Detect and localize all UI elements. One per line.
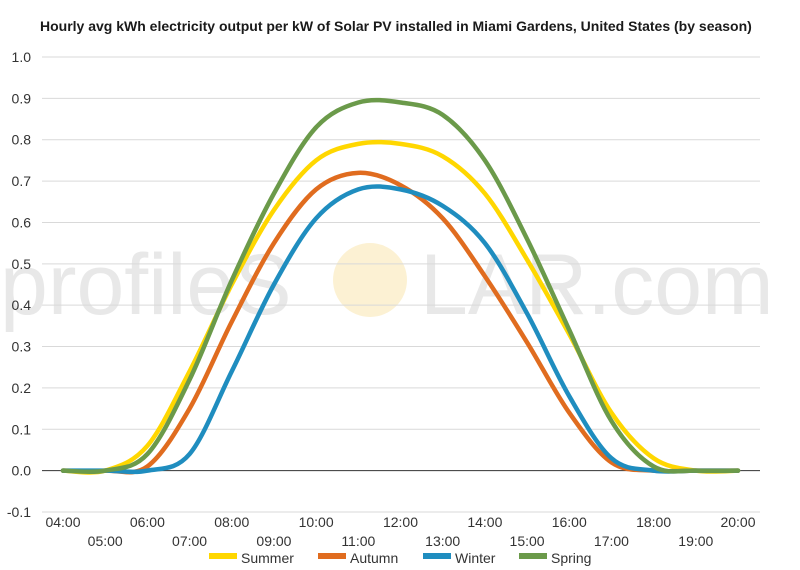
y-tick-label: 0.6 <box>12 214 32 230</box>
x-tick-label: 07:00 <box>172 533 207 549</box>
y-tick-label: 0.5 <box>12 256 32 272</box>
x-tick-label: 18:00 <box>636 514 671 530</box>
legend-swatch-summer <box>209 553 237 559</box>
x-tick-label: 19:00 <box>678 533 713 549</box>
series-line-autumn <box>60 170 741 475</box>
x-axis-tick-labels: 04:00 05:00 06:00 07:00 08:00 09:00 10:00 11:00… <box>45 514 755 549</box>
legend: Summer Autumn Winter Spring <box>209 550 591 566</box>
x-tick-label: 14:00 <box>467 514 502 530</box>
y-tick-label: 0.3 <box>12 339 32 355</box>
legend-label-autumn: Autumn <box>350 550 398 566</box>
y-tick-label: 0.8 <box>12 132 32 148</box>
legend-label-spring: Spring <box>551 550 591 566</box>
x-tick-label: 05:00 <box>88 533 123 549</box>
y-tick-label: 0.4 <box>12 297 32 313</box>
x-tick-label: 16:00 <box>552 514 587 530</box>
y-tick-label: -0.1 <box>7 504 31 520</box>
series-line-summer <box>60 139 741 475</box>
x-tick-label: 11:00 <box>341 533 375 549</box>
x-tick-label: 08:00 <box>214 514 249 530</box>
x-tick-label: 04:00 <box>45 514 80 530</box>
y-tick-label: 0.0 <box>12 463 32 479</box>
y-tick-label: 0.1 <box>12 421 32 437</box>
chart-title: Hourly avg kWh electricity output per kW… <box>40 18 752 34</box>
x-tick-label: 17:00 <box>594 533 629 549</box>
y-tick-label: 0.9 <box>12 90 32 106</box>
legend-label-winter: Winter <box>455 550 496 566</box>
series-line-winter <box>60 184 741 475</box>
x-tick-label: 09:00 <box>256 533 291 549</box>
y-axis-tick-labels: -0.1 0.0 0.1 0.2 0.3 0.4 0.5 0.6 0.7 0.8 0.9 1.0 <box>7 49 31 520</box>
x-tick-label: 15:00 <box>510 533 545 549</box>
x-tick-label: 20:00 <box>720 514 755 530</box>
x-tick-label: 13:00 <box>425 533 460 549</box>
y-tick-label: 0.2 <box>12 380 32 396</box>
series-line-spring <box>60 97 741 475</box>
legend-swatch-autumn <box>318 553 346 559</box>
legend-label-summer: Summer <box>241 550 294 566</box>
series-lines <box>60 97 741 475</box>
watermark-sun-icon <box>333 243 407 317</box>
y-tick-label: 1.0 <box>12 49 32 65</box>
watermark-text-right: LAR.com <box>420 237 774 333</box>
x-tick-label: 12:00 <box>383 514 418 530</box>
legend-swatch-winter <box>423 553 451 559</box>
x-tick-label: 10:00 <box>299 514 334 530</box>
y-tick-label: 0.7 <box>12 173 32 189</box>
x-tick-label: 06:00 <box>130 514 165 530</box>
legend-swatch-spring <box>519 553 547 559</box>
